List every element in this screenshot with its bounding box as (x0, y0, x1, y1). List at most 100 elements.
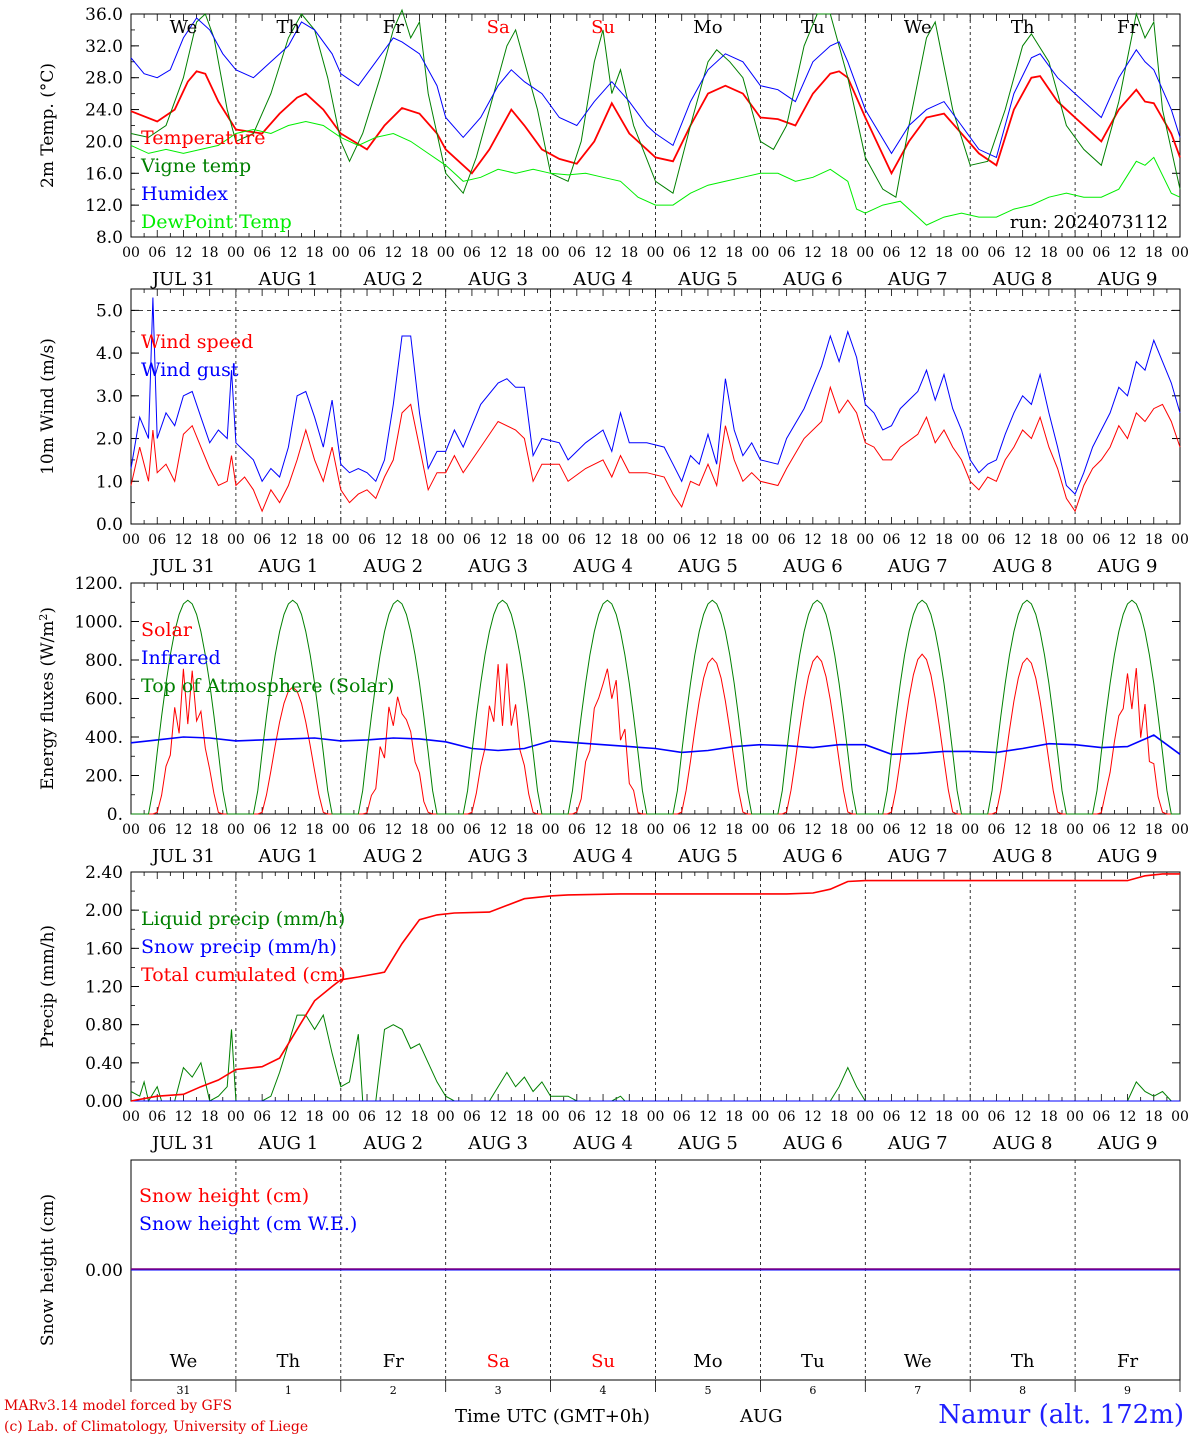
y-axis-label: Snow height (cm) (38, 1194, 58, 1346)
hour-tick-label: 00 (437, 1109, 455, 1125)
y-tick-label: 0.0 (96, 515, 123, 535)
day-abbr-label: We (904, 1351, 932, 1372)
hour-tick-label: 06 (568, 532, 586, 548)
hour-tick-label: 00 (647, 822, 665, 838)
hour-tick-label: 00 (856, 822, 874, 838)
hour-tick-label: 00 (961, 1109, 979, 1125)
day-date-label: AUG 8 (992, 269, 1053, 290)
hour-tick-label: 12 (804, 245, 822, 261)
hour-tick-label: 00 (437, 822, 455, 838)
hour-tick-label: 00 (856, 245, 874, 261)
day-date-label: AUG 3 (467, 269, 528, 290)
footer-month: AUG (740, 1406, 783, 1427)
hour-tick-label: 06 (253, 822, 271, 838)
day-abbr-label: Fr (383, 1351, 404, 1372)
hour-tick-label: 12 (489, 245, 507, 261)
hour-tick-label: 12 (384, 822, 402, 838)
hour-tick-label: 06 (988, 1109, 1006, 1125)
hour-tick-label: 18 (1145, 1109, 1163, 1125)
day-abbr-label: Th (1011, 17, 1035, 38)
hour-tick-label: 12 (909, 1109, 927, 1125)
hour-tick-label: 12 (1119, 532, 1137, 548)
hour-tick-label: 06 (463, 1109, 481, 1125)
day-number-label: 31 (176, 1384, 190, 1397)
day-date-label: AUG 2 (362, 1133, 423, 1154)
hour-tick-label: 06 (883, 1109, 901, 1125)
hour-tick-label: 00 (1066, 532, 1084, 548)
hour-tick-label: 18 (515, 1109, 533, 1125)
hour-tick-label: 00 (961, 245, 979, 261)
hour-tick-label: 18 (1040, 245, 1058, 261)
hour-tick-label: 18 (620, 1109, 638, 1125)
legend-entry: Snow precip (mm/h) (141, 936, 337, 958)
hour-tick-label: 06 (1092, 822, 1110, 838)
y-tick-label: 2.0 (96, 430, 123, 450)
legend-entry: Wind gust (141, 359, 239, 381)
hour-tick-label: 00 (751, 822, 769, 838)
y-tick-label: 3.0 (96, 387, 123, 407)
hour-tick-label: 12 (1014, 822, 1032, 838)
hour-tick-label: 12 (804, 822, 822, 838)
hour-tick-label: 06 (358, 532, 376, 548)
hour-tick-label: 06 (673, 1109, 691, 1125)
day-number-label: 3 (495, 1384, 502, 1397)
hour-tick-label: 18 (306, 822, 324, 838)
day-date-label: AUG 5 (677, 1133, 738, 1154)
hour-tick-label: 00 (647, 532, 665, 548)
hour-tick-label: 06 (463, 245, 481, 261)
y-tick-label: 800. (85, 651, 123, 671)
day-date-label: AUG 8 (992, 1133, 1053, 1154)
day-date-label: AUG 7 (887, 556, 948, 577)
hour-tick-label: 18 (411, 245, 429, 261)
y-tick-label: 20.0 (85, 132, 123, 152)
legend-entry: Snow height (cm) (139, 1185, 309, 1207)
legend-entry: Solar (141, 619, 193, 641)
hour-tick-label: 18 (306, 532, 324, 548)
footer-model: MARv3.14 model forced by GFS (4, 1398, 233, 1414)
hour-tick-label: 06 (358, 1109, 376, 1125)
y-tick-label: 200. (85, 767, 123, 787)
hour-tick-label: 06 (148, 1109, 166, 1125)
day-abbr-label: Mo (693, 17, 722, 38)
y-axis-label: Energy fluxes (W/m2) (37, 607, 59, 790)
hour-tick-label: 06 (148, 245, 166, 261)
legend-entry: Top of Atmosphere (Solar) (141, 675, 394, 697)
hour-tick-label: 06 (673, 532, 691, 548)
hour-tick-label: 00 (1171, 532, 1189, 548)
legend-entry: Temperature (141, 127, 265, 149)
hour-tick-label: 18 (935, 1109, 953, 1125)
y-tick-label: 0. (107, 805, 123, 825)
hour-tick-label: 00 (122, 245, 140, 261)
hour-tick-label: 12 (804, 1109, 822, 1125)
hour-tick-label: 06 (148, 532, 166, 548)
day-date-label: AUG 7 (887, 846, 948, 867)
footer-copyright: (c) Lab. of Climatology, University of L… (4, 1419, 309, 1435)
hour-tick-label: 18 (1040, 1109, 1058, 1125)
hour-tick-label: 00 (1066, 822, 1084, 838)
hour-tick-label: 18 (830, 245, 848, 261)
legend-entry: Humidex (141, 183, 228, 205)
hour-tick-label: 00 (542, 532, 560, 548)
day-date-label: JUL 31 (150, 556, 215, 577)
hour-tick-label: 12 (175, 1109, 193, 1125)
hour-tick-label: 12 (699, 822, 717, 838)
hour-tick-label: 00 (856, 1109, 874, 1125)
day-date-label: AUG 5 (677, 556, 738, 577)
hour-tick-label: 00 (122, 1109, 140, 1125)
y-axis-label: Precip (mm/h) (38, 925, 58, 1048)
day-abbr-label: Tu (801, 1351, 825, 1372)
hour-tick-label: 06 (463, 532, 481, 548)
hour-tick-label: 12 (175, 532, 193, 548)
day-date-label: AUG 5 (677, 269, 738, 290)
series-line-1 (130, 70, 1181, 176)
hour-tick-label: 00 (332, 245, 350, 261)
hour-tick-label: 12 (279, 532, 297, 548)
day-date-label: AUG 3 (467, 846, 528, 867)
hour-tick-label: 12 (909, 245, 927, 261)
hour-tick-label: 06 (358, 822, 376, 838)
hour-tick-label: 18 (1040, 822, 1058, 838)
hour-tick-label: 06 (1092, 245, 1110, 261)
day-date-label: AUG 4 (572, 846, 633, 867)
y-tick-label: 24.0 (85, 101, 123, 121)
y-tick-label: 5.0 (96, 301, 123, 321)
